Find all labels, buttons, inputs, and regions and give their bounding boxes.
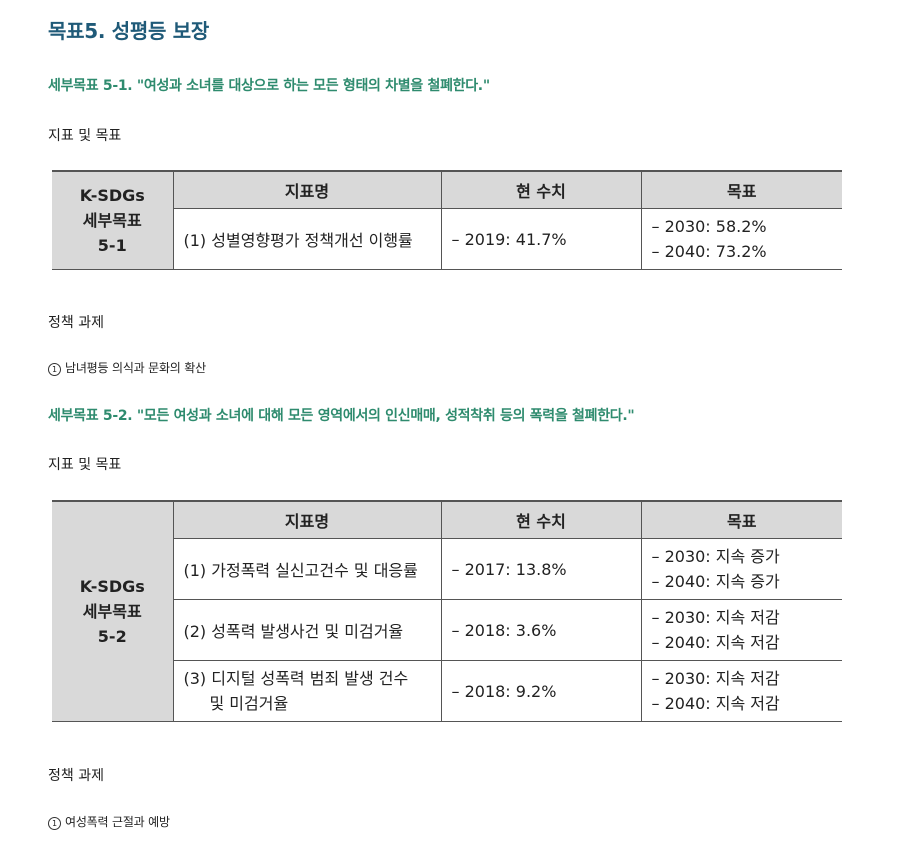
indicator-name: (2) 성폭력 발생사건 및 미검거율 (172, 599, 442, 661)
subgoal-5-2-heading: 세부목표 5-2. "모든 여성과 소녀에 대해 모든 영역에서의 인신매매, … (48, 408, 635, 424)
header-indicator-name: 지표명 (172, 170, 442, 209)
policy-task-text: 여성폭력 근절과 예방 (65, 815, 170, 829)
row-header-line: 세부목표 (82, 211, 142, 230)
current-value: – 2018: 3.6% (440, 599, 642, 661)
target-line: – 2040: 지속 증가 (651, 572, 780, 591)
target-line: – 2040: 지속 저감 (651, 694, 780, 713)
header-current-value: 현 수치 (440, 170, 642, 209)
policy-task-item: 1 여성폭력 근절과 예방 (48, 813, 170, 830)
target-values: – 2030: 지속 저감 – 2040: 지속 저감 (640, 599, 842, 661)
table-row: (1) 가정폭력 실신고건수 및 대응률 – 2017: 13.8% – 203… (52, 538, 842, 600)
table-row: (1) 성별영향평가 정책개선 이행률 – 2019: 41.7% – 2030… (52, 208, 842, 270)
row-header-line: 5-1 (97, 236, 127, 255)
header-target: 목표 (640, 170, 842, 209)
target-line: – 2040: 73.2% (651, 242, 767, 261)
indicator-name-line: 및 미검거율 (209, 694, 289, 713)
policy-task-item: 1 남녀평등 의식과 문화의 확산 (48, 359, 206, 376)
table-row: (2) 성폭력 발생사건 및 미검거율 – 2018: 3.6% – 2030:… (52, 599, 842, 661)
policy-label-5-1: 정책 과제 (48, 315, 104, 331)
kdsg-row-header-5-2: K-SDGs 세부목표 5-2 (52, 500, 174, 722)
row-header-line: K-SDGs (79, 186, 145, 205)
indicator-name: (3) 디지털 성폭력 범죄 발생 건수 및 미검거율 (172, 660, 442, 722)
page-title: 목표5. 성평등 보장 (48, 19, 209, 43)
target-line: – 2030: 지속 증가 (651, 547, 780, 566)
indicator-table-5-1: K-SDGs 세부목표 5-1 지표명 현 수치 목표 (1) 성별영향평가 정… (52, 170, 842, 270)
row-header-line: 세부목표 (82, 602, 142, 621)
current-value: – 2017: 13.8% (440, 538, 642, 600)
indicator-label-5-2: 지표 및 목표 (48, 457, 122, 473)
indicator-table-5-2: K-SDGs 세부목표 5-2 지표명 현 수치 목표 (1) 가정폭력 실신고… (52, 500, 842, 722)
row-header-line: 5-2 (97, 627, 127, 646)
indicator-label-5-1: 지표 및 목표 (48, 128, 122, 144)
policy-task-text: 남녀평등 의식과 문화의 확산 (65, 361, 206, 375)
target-line: – 2030: 58.2% (651, 217, 767, 236)
table-row: (3) 디지털 성폭력 범죄 발생 건수 및 미검거율 – 2018: 9.2%… (52, 660, 842, 722)
target-values: – 2030: 58.2% – 2040: 73.2% (640, 208, 842, 270)
target-values: – 2030: 지속 저감 – 2040: 지속 저감 (640, 660, 842, 722)
kdsg-row-header-5-1: K-SDGs 세부목표 5-1 (52, 170, 174, 270)
target-line: – 2040: 지속 저감 (651, 633, 780, 652)
header-current-value: 현 수치 (440, 500, 642, 539)
indicator-name: (1) 성별영향평가 정책개선 이행률 (172, 208, 442, 270)
row-header-line: K-SDGs (79, 577, 145, 596)
target-values: – 2030: 지속 증가 – 2040: 지속 증가 (640, 538, 842, 600)
current-value: – 2019: 41.7% (440, 208, 642, 270)
circled-number: 1 (48, 817, 61, 830)
subgoal-5-1-heading: 세부목표 5-1. "여성과 소녀를 대상으로 하는 모든 형태의 차별을 철폐… (48, 78, 490, 94)
target-line: – 2030: 지속 저감 (651, 608, 780, 627)
target-line: – 2030: 지속 저감 (651, 669, 780, 688)
header-indicator-name: 지표명 (172, 500, 442, 539)
current-value: – 2018: 9.2% (440, 660, 642, 722)
header-target: 목표 (640, 500, 842, 539)
circled-number: 1 (48, 363, 61, 376)
indicator-name-line: (3) 디지털 성폭력 범죄 발생 건수 (183, 669, 409, 688)
policy-label-5-2: 정책 과제 (48, 768, 104, 784)
indicator-name: (1) 가정폭력 실신고건수 및 대응률 (172, 538, 442, 600)
